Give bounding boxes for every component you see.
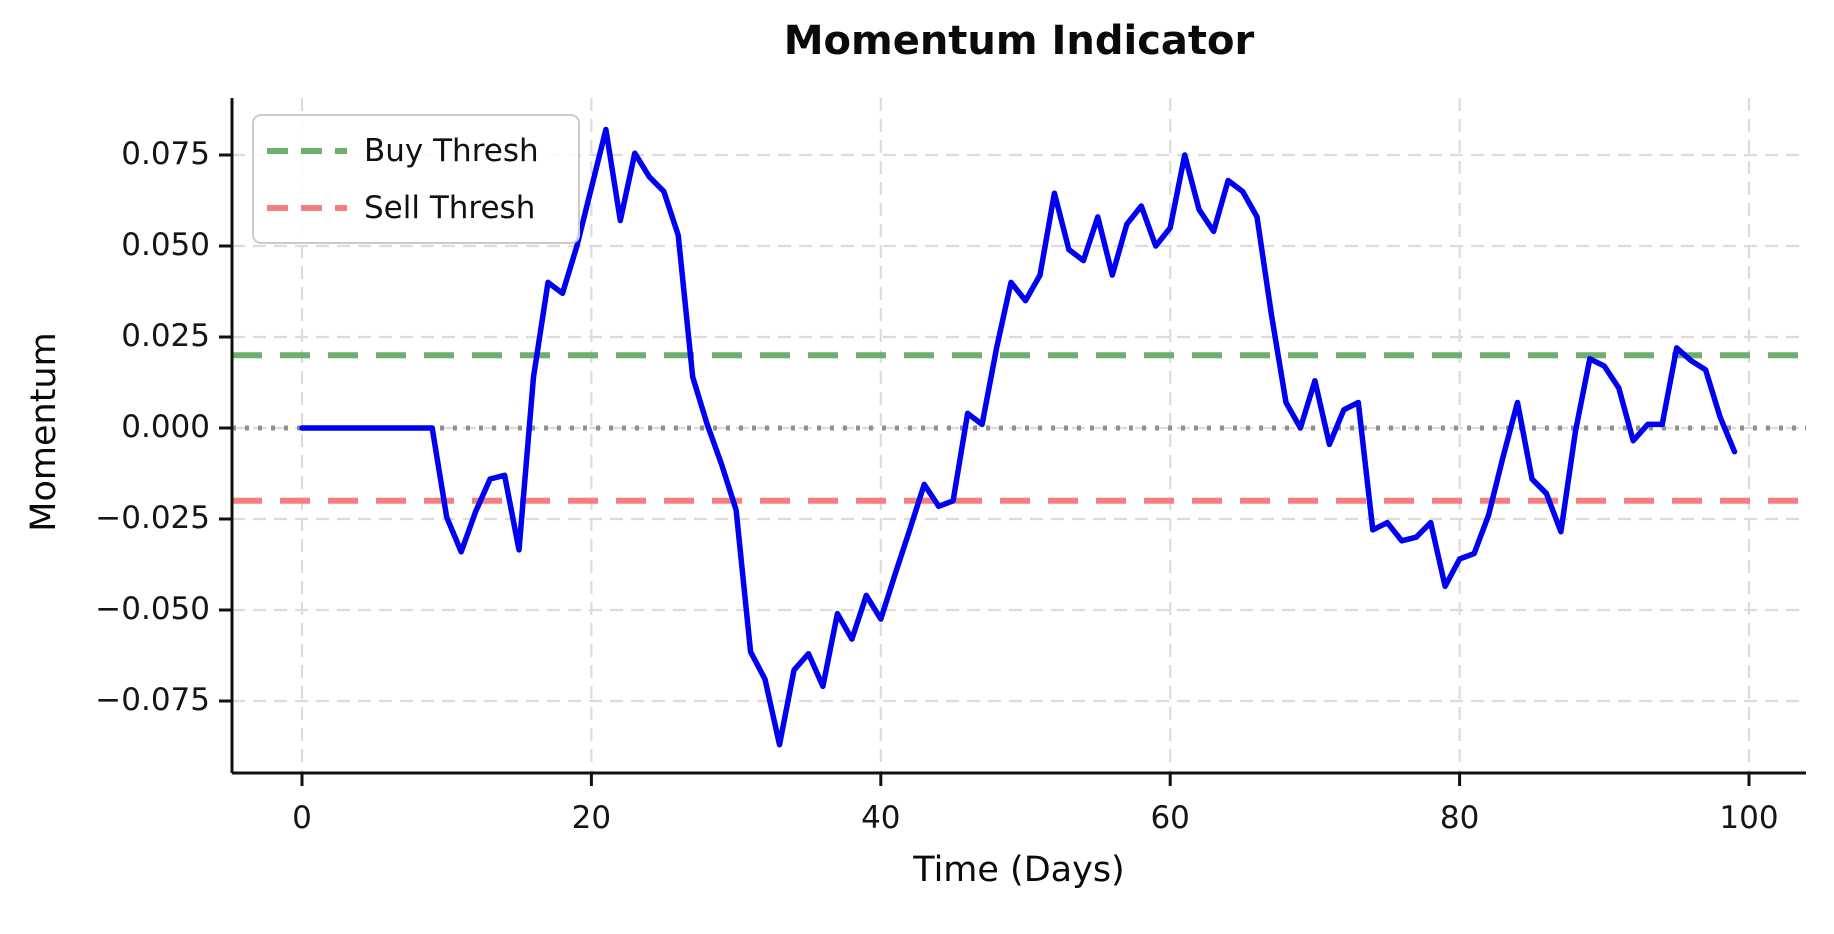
x-tick-label: 80 xyxy=(1439,800,1480,836)
legend-label-buy-thresh: Buy Thresh xyxy=(364,133,539,169)
y-tick-label: 0.000 xyxy=(121,409,210,445)
x-tick-label: 100 xyxy=(1719,800,1779,836)
momentum-line xyxy=(299,126,1738,748)
buy-thresh-line-sample xyxy=(267,148,347,154)
legend: Buy Thresh Sell Thresh xyxy=(252,114,580,244)
y-tick-label: 0.050 xyxy=(121,227,210,263)
legend-item-buy-thresh: Buy Thresh xyxy=(267,123,539,179)
x-tick-label: 40 xyxy=(861,800,901,836)
x-tick-label: 60 xyxy=(1150,800,1190,836)
sell-thresh-line-sample xyxy=(267,205,347,211)
y-tick-label: 0.025 xyxy=(121,318,210,354)
chart-title: Momentum Indicator xyxy=(783,18,1255,64)
y-tick-label: −0.025 xyxy=(95,500,210,536)
y-tick-label: 0.075 xyxy=(121,136,210,172)
legend-label-sell-thresh: Sell Thresh xyxy=(364,190,536,226)
y-tick-label: −0.075 xyxy=(95,682,210,718)
x-tick-label: 20 xyxy=(571,800,612,836)
y-tick-label: −0.050 xyxy=(95,591,210,627)
legend-item-sell-thresh: Sell Thresh xyxy=(267,180,535,236)
x-axis-label: Time (Days) xyxy=(913,850,1125,890)
x-tick-label: 0 xyxy=(292,800,312,836)
